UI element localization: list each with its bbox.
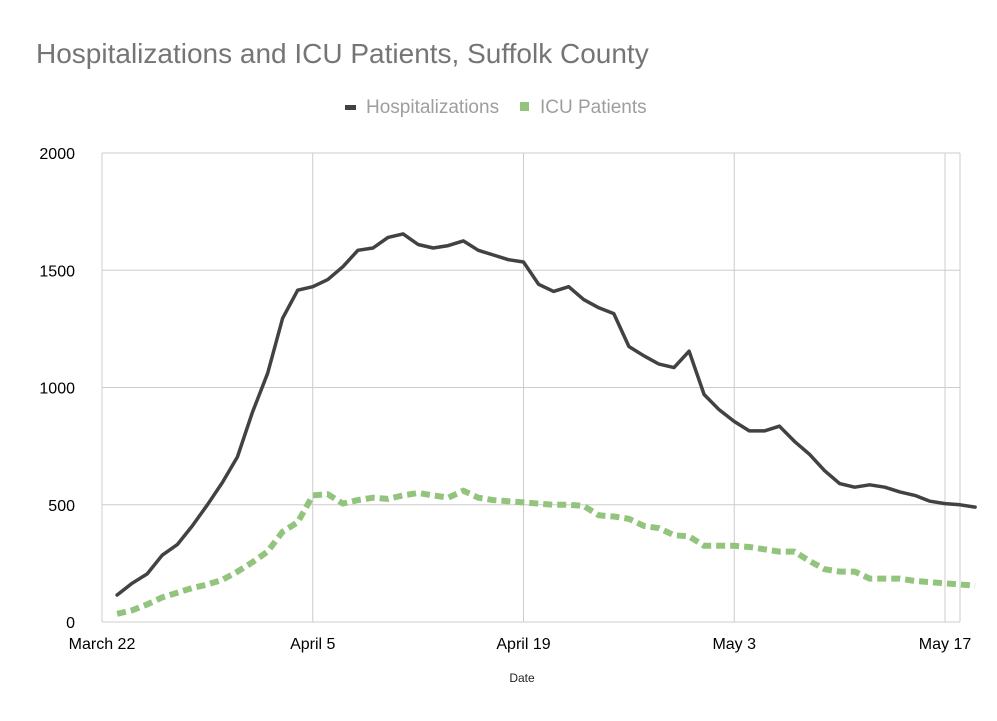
- legend: Hospitalizations ICU Patients: [345, 97, 647, 118]
- gridlines: [101, 152, 961, 623]
- series-line-hospitalizations: [115, 232, 977, 597]
- x-tick-label-0: March 22: [69, 636, 136, 653]
- axes: 0 500 1000 1500 2000 March 22 April 5 April 19 M…: [39, 146, 971, 653]
- x-tick-label-3: May 3: [712, 636, 756, 653]
- y-tick-label-2000: 2000: [39, 146, 75, 163]
- x-tick-label-1: April 5: [290, 636, 335, 653]
- y-tick-label-1500: 1500: [39, 263, 75, 280]
- legend-swatch-icu: [520, 102, 529, 111]
- series: [115, 232, 977, 617]
- legend-label-icu: ICU Patients: [540, 97, 647, 118]
- y-tick-label-1000: 1000: [39, 381, 75, 398]
- y-tick-label-500: 500: [48, 498, 75, 515]
- y-tick-label-0: 0: [66, 615, 75, 632]
- series-line-icu-patients: [116, 487, 976, 617]
- chart-title: Hospitalizations and ICU Patients, Suffo…: [36, 38, 649, 69]
- x-axis-label: Date: [509, 671, 535, 685]
- legend-label-hospitalizations: Hospitalizations: [366, 97, 499, 118]
- legend-swatch-hospitalizations: [345, 105, 356, 110]
- x-tick-label-2: April 19: [496, 636, 550, 653]
- x-tick-label-4: May 17: [919, 636, 972, 653]
